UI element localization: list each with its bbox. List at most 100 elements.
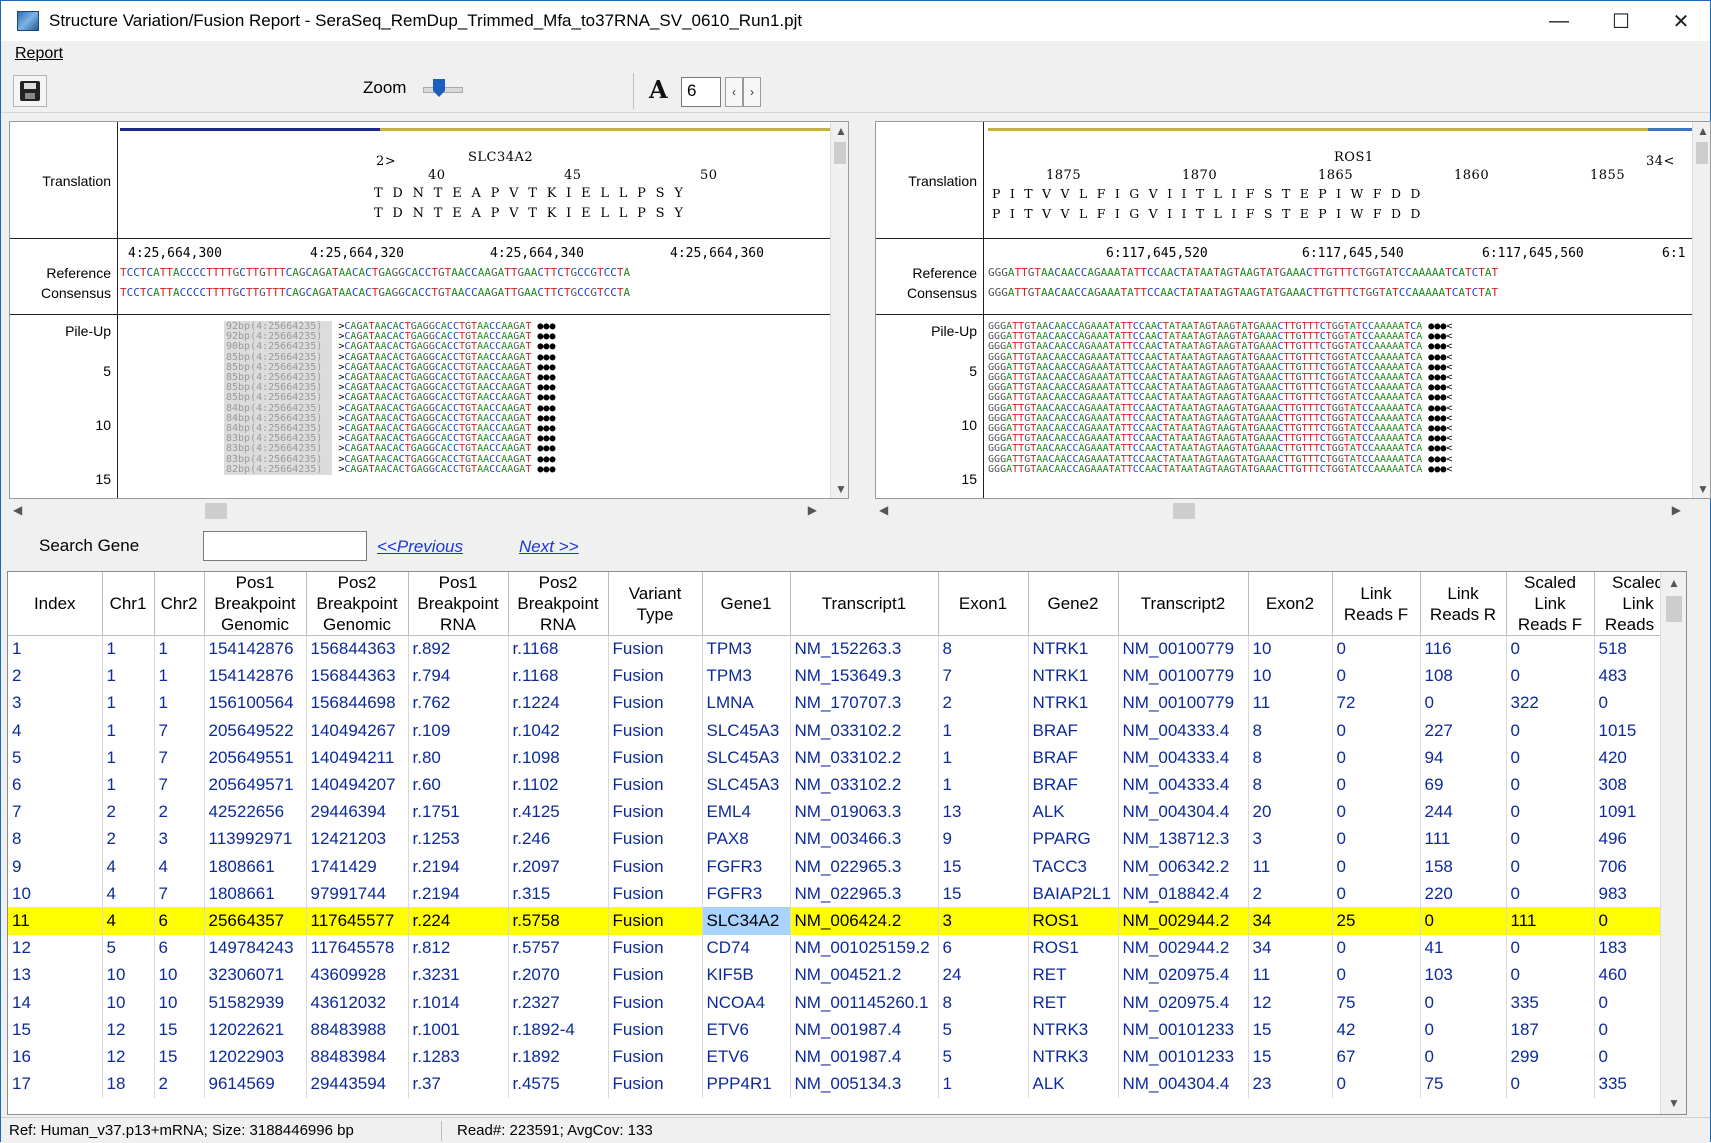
column-header[interactable]: Pos2 Breakpoint RNA bbox=[508, 572, 609, 636]
scroll-up-icon[interactable]: ▲ bbox=[1668, 576, 1680, 590]
table-cell[interactable]: NCOA4 bbox=[702, 988, 791, 1017]
table-cell[interactable]: r.762 bbox=[408, 689, 509, 718]
table-cell[interactable]: 34 bbox=[1248, 907, 1333, 935]
table-cell[interactable]: NM_170707.3 bbox=[790, 689, 939, 718]
table-cell[interactable]: 103 bbox=[1420, 961, 1507, 989]
table-cell[interactable]: r.1042 bbox=[508, 717, 609, 745]
table-cell[interactable]: 15 bbox=[1248, 1043, 1333, 1071]
table-cell[interactable]: Fusion bbox=[608, 880, 703, 908]
previous-link[interactable]: <<Previous bbox=[377, 537, 463, 556]
table-cell[interactable]: 12 bbox=[102, 1016, 155, 1044]
table-cell[interactable]: 18 bbox=[102, 1070, 155, 1098]
table-cell[interactable]: 8 bbox=[1248, 771, 1333, 799]
table-cell[interactable]: 8 bbox=[938, 635, 1029, 663]
table-cell[interactable]: 6 bbox=[8, 771, 103, 799]
table-cell[interactable]: 0 bbox=[1332, 717, 1421, 745]
table-cell[interactable]: NM_001987.4 bbox=[790, 1016, 939, 1044]
table-cell[interactable]: 6 bbox=[938, 934, 1029, 962]
table-cell[interactable]: Fusion bbox=[608, 771, 703, 799]
right-horizontal-scrollbar[interactable]: ◀ ▶ bbox=[875, 499, 1685, 521]
table-cell[interactable]: TPM3 bbox=[702, 662, 791, 690]
next-link[interactable]: Next >> bbox=[519, 537, 579, 556]
table-cell[interactable]: 0 bbox=[1420, 988, 1507, 1017]
table-cell[interactable]: 0 bbox=[1332, 635, 1421, 663]
table-cell[interactable]: 29443594 bbox=[306, 1070, 409, 1098]
table-cell[interactable]: 15 bbox=[938, 880, 1029, 908]
table-cell[interactable]: RET bbox=[1028, 988, 1119, 1017]
table-cell[interactable]: 156844363 bbox=[306, 662, 409, 690]
table-cell[interactable]: NM_153649.3 bbox=[790, 662, 939, 690]
font-size-decrease-button[interactable]: ‹ bbox=[725, 77, 743, 107]
scroll-down-icon[interactable]: ▼ bbox=[835, 482, 847, 496]
column-header[interactable]: Chr1 bbox=[102, 572, 155, 636]
table-cell[interactable]: FGFR3 bbox=[702, 853, 791, 881]
table-cell[interactable]: 12 bbox=[1248, 988, 1333, 1017]
table-cell[interactable]: 108 bbox=[1420, 662, 1507, 690]
left-hscroll-thumb[interactable] bbox=[205, 503, 227, 519]
table-cell[interactable]: 2 bbox=[154, 798, 205, 826]
table-cell[interactable]: 14 bbox=[8, 988, 103, 1017]
table-cell[interactable]: 111 bbox=[1506, 907, 1595, 935]
table-cell[interactable]: SLC45A3 bbox=[702, 744, 791, 772]
table-cell[interactable]: 7 bbox=[154, 717, 205, 745]
table-cell[interactable]: 2 bbox=[938, 689, 1029, 718]
table-cell[interactable]: 117645577 bbox=[306, 907, 409, 935]
table-cell[interactable]: 220 bbox=[1420, 880, 1507, 908]
table-cell[interactable]: r.1098 bbox=[508, 744, 609, 772]
table-cell[interactable]: 4 bbox=[102, 853, 155, 881]
table-cell[interactable]: 8 bbox=[8, 825, 103, 853]
table-cell[interactable]: r.2194 bbox=[408, 880, 509, 908]
table-cell[interactable]: r.1751 bbox=[408, 798, 509, 826]
table-cell[interactable]: NTRK1 bbox=[1028, 689, 1119, 718]
column-header[interactable]: Index bbox=[8, 572, 103, 636]
right-vertical-scrollbar[interactable]: ▲ ▼ bbox=[1692, 122, 1710, 498]
table-cell[interactable]: 140494267 bbox=[306, 717, 409, 745]
table-cell[interactable]: NM_002944.2 bbox=[1118, 934, 1249, 962]
table-cell[interactable]: 94 bbox=[1420, 744, 1507, 772]
table-cell[interactable]: 0 bbox=[1506, 798, 1595, 826]
table-cell[interactable]: 20 bbox=[1248, 798, 1333, 826]
table-cell[interactable]: RET bbox=[1028, 961, 1119, 989]
table-cell[interactable]: NM_033102.2 bbox=[790, 744, 939, 772]
table-cell[interactable]: 7 bbox=[154, 771, 205, 799]
table-cell[interactable]: 140494211 bbox=[306, 744, 409, 772]
table-cell[interactable]: NTRK3 bbox=[1028, 1043, 1119, 1071]
table-cell[interactable]: 25664357 bbox=[204, 907, 307, 935]
table-cell[interactable]: 1 bbox=[938, 744, 1029, 772]
table-cell[interactable]: NM_005134.3 bbox=[790, 1070, 939, 1098]
table-row[interactable]: 11 4 6 25664357 117645577 r.224 r.5758 Fusion SL… bbox=[8, 907, 1683, 935]
table-cell[interactable]: 88483984 bbox=[306, 1043, 409, 1071]
table-cell[interactable]: TACC3 bbox=[1028, 853, 1119, 881]
table-cell[interactable]: 7 bbox=[938, 662, 1029, 690]
table-row[interactable]: 10 4 7 1808661 97991744 r.2194 r.315 Fusion FGFR… bbox=[8, 880, 1683, 908]
table-cell[interactable]: Fusion bbox=[608, 662, 703, 690]
table-vertical-scrollbar[interactable]: ▲ ▼ bbox=[1660, 572, 1686, 1114]
table-cell[interactable]: r.1168 bbox=[508, 662, 609, 690]
table-cell[interactable]: TPM3 bbox=[702, 635, 791, 663]
table-cell[interactable]: 1808661 bbox=[204, 880, 307, 908]
table-cell[interactable]: 0 bbox=[1332, 798, 1421, 826]
table-cell[interactable]: 32306071 bbox=[204, 961, 307, 989]
save-button[interactable] bbox=[13, 75, 47, 107]
table-cell[interactable]: Fusion bbox=[608, 1043, 703, 1071]
table-cell[interactable]: 10 bbox=[154, 988, 205, 1017]
close-button[interactable]: ✕ bbox=[1672, 10, 1690, 33]
table-cell[interactable]: NM_004333.4 bbox=[1118, 744, 1249, 772]
table-cell[interactable]: 88483988 bbox=[306, 1016, 409, 1044]
table-cell[interactable]: 205649522 bbox=[204, 717, 307, 745]
table-cell[interactable]: r.109 bbox=[408, 717, 509, 745]
scroll-right-icon[interactable]: ▶ bbox=[807, 503, 817, 517]
table-cell[interactable]: 5 bbox=[938, 1016, 1029, 1044]
table-cell[interactable]: 42 bbox=[1332, 1016, 1421, 1044]
table-cell[interactable]: 6 bbox=[154, 934, 205, 962]
table-cell[interactable]: 156844698 bbox=[306, 689, 409, 718]
table-cell[interactable]: 12022903 bbox=[204, 1043, 307, 1071]
table-row[interactable]: 13 10 10 32306071 43609928 r.3231 r.2070 Fusion… bbox=[8, 961, 1683, 989]
table-cell[interactable]: 1 bbox=[154, 662, 205, 690]
table-cell[interactable]: 156100564 bbox=[204, 689, 307, 718]
column-header[interactable]: Pos1 Breakpoint RNA bbox=[408, 572, 509, 636]
table-row[interactable]: 17 18 2 9614569 29443594 r.37 r.4575 Fusion PPP4… bbox=[8, 1070, 1683, 1098]
table-cell[interactable]: 15 bbox=[938, 853, 1029, 881]
table-cell[interactable]: 34 bbox=[1248, 934, 1333, 962]
table-cell[interactable]: Fusion bbox=[608, 1070, 703, 1098]
